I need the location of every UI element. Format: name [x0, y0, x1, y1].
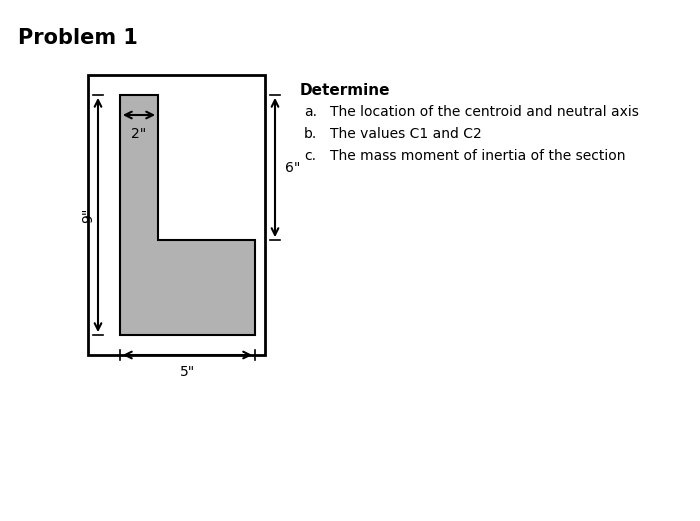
Text: The values C1 and C2: The values C1 and C2 — [330, 127, 482, 141]
Text: The location of the centroid and neutral axis: The location of the centroid and neutral… — [330, 105, 639, 119]
Text: 2": 2" — [132, 127, 146, 141]
Text: Problem 1: Problem 1 — [18, 28, 138, 48]
Text: 9": 9" — [81, 207, 95, 222]
Text: The mass moment of inertia of the section: The mass moment of inertia of the sectio… — [330, 149, 626, 163]
Bar — [88, 75, 265, 355]
Text: 6": 6" — [285, 160, 300, 175]
Text: c.: c. — [304, 149, 316, 163]
Polygon shape — [120, 95, 255, 335]
Text: b.: b. — [304, 127, 317, 141]
Text: a.: a. — [304, 105, 317, 119]
Text: Determine: Determine — [300, 83, 391, 98]
Text: 5": 5" — [180, 365, 195, 379]
